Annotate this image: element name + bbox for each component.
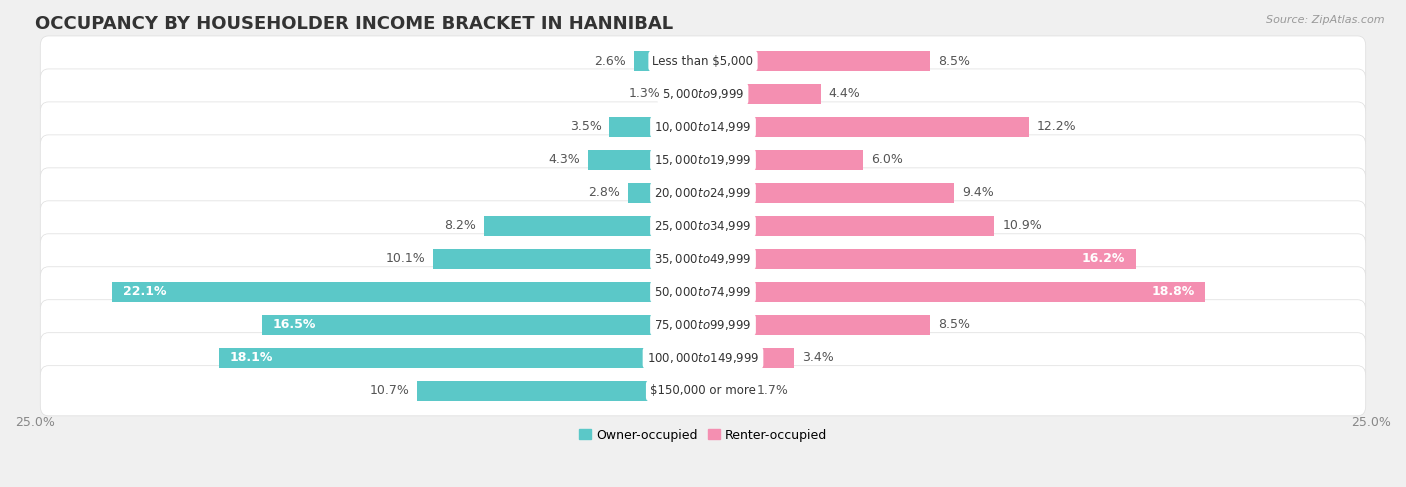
Bar xyxy=(112,282,703,302)
Text: Source: ZipAtlas.com: Source: ZipAtlas.com xyxy=(1267,15,1385,25)
Bar xyxy=(609,117,703,137)
Bar xyxy=(703,315,931,335)
Legend: Owner-occupied, Renter-occupied: Owner-occupied, Renter-occupied xyxy=(574,424,832,447)
FancyBboxPatch shape xyxy=(41,333,1365,383)
Bar xyxy=(262,315,703,335)
Bar xyxy=(703,183,955,203)
Text: $5,000 to $9,999: $5,000 to $9,999 xyxy=(662,87,744,101)
Bar xyxy=(634,51,703,71)
Text: 18.1%: 18.1% xyxy=(231,351,273,364)
Text: $35,000 to $49,999: $35,000 to $49,999 xyxy=(654,252,752,266)
Bar xyxy=(703,348,794,368)
Text: $25,000 to $34,999: $25,000 to $34,999 xyxy=(654,219,752,233)
FancyBboxPatch shape xyxy=(41,366,1365,416)
Bar xyxy=(628,183,703,203)
FancyBboxPatch shape xyxy=(41,36,1365,86)
Bar xyxy=(703,84,821,104)
Text: 8.2%: 8.2% xyxy=(444,220,475,232)
Bar xyxy=(219,348,703,368)
Text: $150,000 or more: $150,000 or more xyxy=(650,384,756,397)
Bar xyxy=(703,381,748,401)
FancyBboxPatch shape xyxy=(41,69,1365,119)
Text: 3.4%: 3.4% xyxy=(801,351,834,364)
Text: 4.4%: 4.4% xyxy=(828,88,860,100)
Text: Less than $5,000: Less than $5,000 xyxy=(652,55,754,68)
Text: OCCUPANCY BY HOUSEHOLDER INCOME BRACKET IN HANNIBAL: OCCUPANCY BY HOUSEHOLDER INCOME BRACKET … xyxy=(35,15,673,33)
Text: $15,000 to $19,999: $15,000 to $19,999 xyxy=(654,153,752,167)
Text: 16.2%: 16.2% xyxy=(1081,252,1125,265)
Text: 3.5%: 3.5% xyxy=(569,120,602,133)
Text: 18.8%: 18.8% xyxy=(1152,285,1195,299)
Bar xyxy=(703,249,1136,269)
Text: 8.5%: 8.5% xyxy=(938,318,970,331)
Bar xyxy=(703,117,1029,137)
FancyBboxPatch shape xyxy=(41,135,1365,185)
Bar xyxy=(703,51,931,71)
FancyBboxPatch shape xyxy=(41,300,1365,350)
Text: 2.8%: 2.8% xyxy=(588,187,620,199)
Text: 10.7%: 10.7% xyxy=(370,384,409,397)
Bar xyxy=(418,381,703,401)
FancyBboxPatch shape xyxy=(41,267,1365,317)
Text: $10,000 to $14,999: $10,000 to $14,999 xyxy=(654,120,752,134)
Text: 10.9%: 10.9% xyxy=(1002,220,1042,232)
Bar xyxy=(703,150,863,170)
Text: 16.5%: 16.5% xyxy=(273,318,316,331)
Bar xyxy=(484,216,703,236)
Bar xyxy=(703,216,994,236)
Text: $50,000 to $74,999: $50,000 to $74,999 xyxy=(654,285,752,299)
Text: 4.3%: 4.3% xyxy=(548,153,581,167)
FancyBboxPatch shape xyxy=(41,234,1365,284)
Text: 12.2%: 12.2% xyxy=(1038,120,1077,133)
Bar xyxy=(433,249,703,269)
Text: $75,000 to $99,999: $75,000 to $99,999 xyxy=(654,318,752,332)
Text: 8.5%: 8.5% xyxy=(938,55,970,68)
Text: $100,000 to $149,999: $100,000 to $149,999 xyxy=(647,351,759,365)
FancyBboxPatch shape xyxy=(41,201,1365,251)
Bar xyxy=(703,282,1205,302)
FancyBboxPatch shape xyxy=(41,102,1365,152)
Text: 6.0%: 6.0% xyxy=(872,153,903,167)
Text: 1.7%: 1.7% xyxy=(756,384,789,397)
Text: 2.6%: 2.6% xyxy=(593,55,626,68)
Bar xyxy=(668,84,703,104)
Text: 9.4%: 9.4% xyxy=(962,187,994,199)
Text: $20,000 to $24,999: $20,000 to $24,999 xyxy=(654,186,752,200)
Text: 22.1%: 22.1% xyxy=(124,285,167,299)
Bar xyxy=(588,150,703,170)
Text: 10.1%: 10.1% xyxy=(385,252,425,265)
Text: 1.3%: 1.3% xyxy=(628,88,661,100)
FancyBboxPatch shape xyxy=(41,168,1365,218)
